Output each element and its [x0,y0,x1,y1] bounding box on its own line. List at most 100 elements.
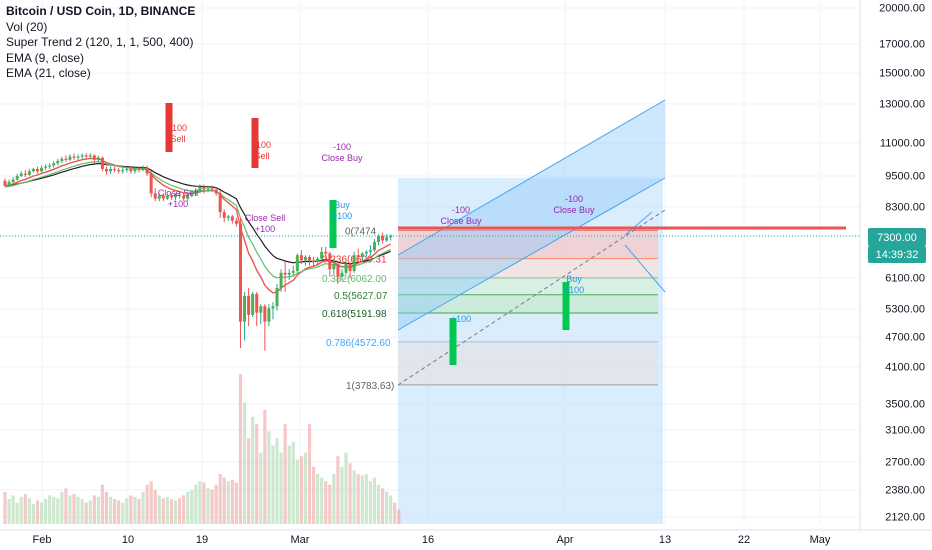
volume-bar [234,482,239,524]
indicator-supertrend[interactable]: Super Trend 2 (120, 1, 1, 500, 400) [6,35,194,49]
time-tick-label: 19 [196,534,208,546]
volume-bar [129,495,133,524]
current-price-badge [868,228,926,246]
signal-label: -100 [565,194,583,204]
volume-bar [198,481,202,524]
volume-bar [39,502,44,524]
price-tick-label: 4700.00 [885,332,925,344]
candle-body [287,272,291,275]
candle-body [308,256,311,261]
volume-bar [60,491,64,524]
candle-body [263,306,267,322]
fib-zone-band [398,230,658,259]
volume-bar [64,488,68,524]
volume-bar [307,424,312,524]
signal-label: -100 [452,205,470,215]
candle-body [328,253,332,270]
volume-bar [247,438,251,524]
volume-bar [35,500,40,524]
candle-body [234,220,238,224]
candle-body [186,194,190,199]
volume-bar [389,495,393,524]
candle-body [291,270,295,273]
volume-bar [104,491,109,524]
candle-body [259,306,263,313]
indicator-volume[interactable]: Vol (20) [6,19,48,34]
fib-zone-band [398,294,658,314]
candle-body [206,188,210,190]
fib-level-label: 0(7474 [345,226,377,237]
fib-level-label: 1(3783.63) [346,381,394,392]
volume-bar [352,470,356,524]
signal-label: Buy [334,200,350,210]
volume-bar [303,452,308,524]
fib-zone-band [398,258,658,278]
candle-body [72,156,76,158]
regression-channel [398,100,665,330]
volume-bar [76,496,80,524]
volume-bar [157,495,161,524]
candle-body [295,255,299,271]
indicator-ema-21[interactable]: EMA (21, close) [6,66,91,80]
candle-body [137,168,141,171]
candle-body [385,237,389,241]
candle-body [161,195,165,199]
candle-body [271,306,275,309]
volume-bar [255,424,259,524]
volume-bar [31,504,36,524]
candle-body [15,176,19,180]
signal-label: +100 [451,314,471,324]
volume-bar [68,495,72,524]
price-tick-label: 15000.00 [879,68,925,80]
candle-body [275,287,279,307]
volume-bar [328,484,332,524]
candle-body [60,158,64,161]
volume-bar [206,488,210,524]
volume-bar [153,489,157,524]
volume-bar [324,481,328,524]
candle-body [145,167,149,174]
candle-body [247,295,251,315]
volume-bar [52,496,56,524]
candle-body [88,155,92,157]
time-tick-label: Apr [556,534,573,546]
candle-body [324,251,328,254]
fib-level-label: 0.5(5627.07 [334,291,388,302]
countdown-text: 14:39:32 [876,249,919,261]
volume-bar [165,496,169,524]
volume-bar [56,498,60,524]
signal-label: Close Buy [321,153,363,163]
volume-bar [348,463,352,524]
symbol-title[interactable]: Bitcoin / USD Coin, 1D, BINANCE [6,4,196,18]
candle-body [251,293,255,315]
volume-bar [226,481,230,524]
fib-zone-band [398,277,658,295]
volume-bar [376,484,381,524]
volume-bar [121,502,125,524]
volume-bar [275,438,279,524]
candle-body [210,188,214,190]
price-tick-label: 20000.00 [879,3,925,15]
candle-body [360,253,364,257]
price-tick-label: 2120.00 [885,512,925,524]
volume-bar [238,374,243,524]
candle-body [190,193,194,195]
volume-bar [88,500,92,524]
volume-bar [100,484,105,524]
projection-arrow-up [624,211,653,236]
candle-body [194,190,198,194]
volume-bar [145,484,149,524]
candle-body [121,170,125,172]
volume-bar [222,477,226,524]
indicator-ema-9[interactable]: EMA (9, close) [6,50,85,65]
candle-body [153,193,157,199]
volume-bar [218,474,222,524]
volume-bar [380,488,385,524]
candle-body [214,189,218,194]
candle-body [96,157,100,160]
candle-body [76,156,80,158]
signal-label: Close Buy [553,205,595,215]
volume-bar [344,452,348,524]
candle-body [44,166,48,168]
